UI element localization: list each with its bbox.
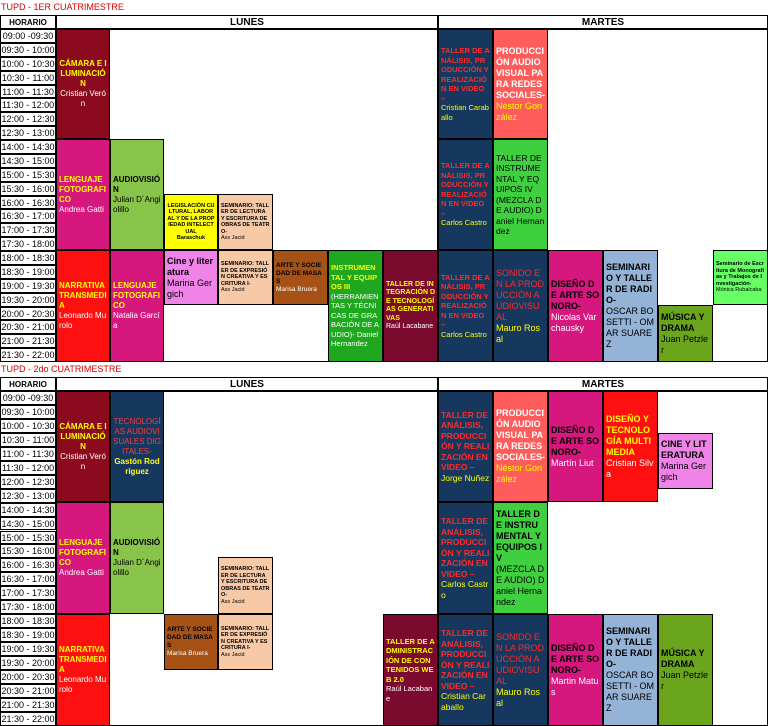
horario-header: HORARIO [0, 15, 56, 29]
class-block[interactable]: NARRATIVA TRANSMEDIA Leonardo Murolo [56, 250, 110, 362]
time-slot: 09:30 - 10:00 [0, 42, 56, 57]
day-header-martes: MARTES [438, 15, 768, 29]
class-block[interactable]: Cine y literatura Marina Gergich [164, 250, 218, 305]
class-block[interactable]: TALLER DE ANÁLISIS, PRODUCCIÓN Y REALIZA… [438, 502, 493, 614]
time-slot: 10:00 - 10:30 [0, 418, 56, 433]
class-block[interactable]: LENGUAJE FOTOGRAFICO Andrea Gatti [56, 502, 110, 614]
class-block[interactable]: TALLER DE ANÁLISIS, PRODUCCIÓN Y REALIZA… [438, 614, 493, 726]
time-slot: 18:00 - 18:30 [0, 251, 56, 265]
time-slot: 11:30 - 12:00 [0, 460, 56, 475]
time-slot: 15:30 - 16:00 [0, 181, 56, 196]
time-slot: 19:00 - 19:30 [0, 642, 56, 657]
class-block[interactable]: CÁMARA E ILUMINACIÓN Cristian Verón [56, 29, 110, 139]
class-block[interactable]: SONIDO EN LA PRODUCCIÓN AUDIOVISUAL Maur… [493, 614, 548, 726]
class-block[interactable]: ARTE Y SOCIEDAD DE MASAS Marisa Bruera [273, 250, 328, 305]
class-block[interactable]: INSTRUMENTAL Y EQUIPOS III (HERRAMIENTAS… [328, 250, 383, 362]
time-slot: 17:00 - 17:30 [0, 586, 56, 601]
class-block[interactable]: PRODUCCIÓN AUDIOVISUAL PARA REDES SOCIAL… [493, 391, 548, 502]
time-slot: 14:30 - 15:00 [0, 153, 56, 168]
class-block[interactable]: AUDIOVISIÓN Julian D´Angiolillo [110, 139, 164, 250]
class-block[interactable]: TALLER DE ANÁLISIS, PRODUCCIÓN Y REALIZA… [438, 250, 493, 362]
time-slot: 09:30 - 10:00 [0, 404, 56, 419]
class-block[interactable]: SEMINARIO: TALLER DE LECTURA Y ESCRITURA… [218, 557, 273, 614]
horario-header: HORARIO [0, 377, 56, 391]
time-slot: 15:30 - 16:00 [0, 544, 56, 559]
time-slot: 19:30 - 20:00 [0, 292, 56, 307]
time-slot: 14:30 - 15:00 [0, 516, 56, 531]
time-slot: 09:00 -09:30 [0, 391, 56, 405]
time-slot: 17:30 - 18:00 [0, 237, 56, 251]
day-header-lunes: LUNES [56, 377, 438, 391]
class-block[interactable]: SONIDO EN LA PRODUCCIÓN AUDIOVISUAL Maur… [493, 250, 548, 362]
time-slot: 21:00 - 21:30 [0, 697, 56, 712]
class-block[interactable]: TALLER DE ANÁLISIS, PRODUCCIÓN Y REALIZA… [438, 29, 493, 139]
time-slot: 14:00 - 14:30 [0, 140, 56, 154]
class-block[interactable]: CÁMARA E ILUMINACIÓN Cristian Verón [56, 391, 110, 502]
time-slot: 12:30 - 13:00 [0, 488, 56, 503]
time-slot: 15:00 - 15:30 [0, 530, 56, 545]
class-block[interactable]: MÚSICA Y DRAMA Juan Petzler [658, 305, 713, 362]
time-slot: 21:00 - 21:30 [0, 334, 56, 349]
time-slot: 20:30 - 21:00 [0, 320, 56, 335]
class-block[interactable]: LENGUAJE FOTOGRAFICO Natalia García [110, 250, 164, 362]
class-block[interactable]: LEGISLACIÓN CULTURAL, LABORAL Y DE LA PR… [164, 194, 218, 250]
time-slot: 19:30 - 20:00 [0, 656, 56, 670]
time-slot: 16:00 - 16:30 [0, 195, 56, 210]
class-block[interactable]: SEMINARIO: TALLER DE EXPRESIÓN CREATIVA … [218, 250, 273, 305]
class-block[interactable]: LENGUAJE FOTOGRAFICO Andrea Gatti [56, 139, 110, 250]
time-slot: 21:30 - 22:00 [0, 348, 56, 362]
time-slot: 15:00 - 15:30 [0, 167, 56, 182]
time-slot: 20:30 - 21:00 [0, 683, 56, 698]
time-slot: 20:00 - 20:30 [0, 670, 56, 684]
time-slot: 10:00 - 10:30 [0, 56, 56, 71]
class-block[interactable]: SEMINARIO Y TALLER DE RADIO- OSCAR BOSET… [603, 250, 658, 362]
class-block[interactable]: TALLER DE INSTRUMENTAL Y EQUIPOS IV (MEZ… [493, 139, 548, 250]
time-slot: 20:00 - 20:30 [0, 306, 56, 321]
class-block[interactable]: DISEÑO DE ARTE SONORO- Martin Matus [548, 614, 603, 726]
class-block[interactable]: SEMINARIO: TALLER DE LECTURA Y ESCRITURA… [218, 194, 273, 250]
time-slot: 10:30 - 11:00 [0, 432, 56, 447]
time-slot: 18:30 - 19:00 [0, 628, 56, 643]
time-slot: 17:00 - 17:30 [0, 223, 56, 238]
class-block[interactable]: DISEÑO Y TECNOLOGÍA MULTIMEDIA Cristian … [603, 391, 658, 502]
class-block[interactable]: DISEÑO DE ARTE SONORO- Martín Liut [548, 391, 603, 502]
class-block[interactable]: SEMINARIO: TALLER DE EXPRESIÓN CREATIVA … [218, 614, 273, 670]
time-slot: 21:30 - 22:00 [0, 711, 56, 726]
class-block[interactable]: SEMINARIO Y TALLER DE RADIO- OSCAR BOSET… [603, 614, 658, 726]
time-slot: 11:00 - 11:30 [0, 446, 56, 461]
time-slot: 17:30 - 18:00 [0, 600, 56, 615]
time-slot: 14:00 - 14:30 [0, 502, 56, 517]
time-slot: 18:30 - 19:00 [0, 264, 56, 279]
time-slot: 12:00 - 12:30 [0, 474, 56, 489]
class-block[interactable]: NARRATIVA TRANSMEDIA Leonardo Murolo [56, 614, 110, 726]
class-block[interactable]: AUDIOVISIÓN Julian D´Angiolillo [110, 502, 164, 614]
class-block[interactable]: PRODUCCIÓN AUDIOVISUAL PARA REDES SOCIAL… [493, 29, 548, 139]
day-header-lunes: LUNES [56, 15, 438, 29]
class-block[interactable]: TALLER DE ANÁLISIS, PRODUCCIÓN Y REALIZA… [438, 391, 493, 502]
time-slot: 09:00 -09:30 [0, 29, 56, 43]
time-slot: 10:30 - 11:00 [0, 70, 56, 85]
class-block[interactable]: CINE Y LITERATURA Marina Gergich [658, 433, 713, 489]
time-slot: 11:00 - 11:30 [0, 84, 56, 99]
class-block[interactable]: TALLER DE ANÁLISIS, PRODUCCIÓN Y REALIZA… [438, 139, 493, 250]
class-block[interactable]: TALLER DE INTEGRACIÓN DE TECNOLOGÍAS GEN… [383, 250, 438, 362]
class-block[interactable]: ARTE Y SOCIEDAD DE MASAS Marisa Bruera [164, 614, 218, 670]
time-slot: 16:30 - 17:00 [0, 572, 56, 587]
class-block[interactable]: TALLER DE INSTRUMENTAL Y EQUIPOS IV (MEZ… [493, 502, 548, 614]
class-block[interactable]: TECNOLOGÍAS AUDIOVISUALES DIGITALES- Gas… [110, 391, 164, 502]
class-block[interactable]: Seminario de Escritura de Monografías y … [713, 250, 768, 305]
class-block[interactable]: MÚSICA Y DRAMA Juan Petzler [658, 614, 713, 726]
time-slot: 19:00 - 19:30 [0, 278, 56, 293]
semester-title: TUPD - 1ER CUATRIMESTRE [1, 2, 124, 12]
time-slot: 12:00 - 12:30 [0, 112, 56, 127]
time-slot: 16:00 - 16:30 [0, 558, 56, 573]
day-header-martes: MARTES [438, 377, 768, 391]
time-slot: 16:30 - 17:00 [0, 209, 56, 224]
class-block[interactable]: DISEÑO DE ARTE SONORO- Nicolas Varchausk… [548, 250, 603, 362]
time-slot: 12:30 - 13:00 [0, 126, 56, 140]
semester-title: TUPD - 2do CUATRIMESTRE [1, 364, 122, 374]
time-slot: 11:30 - 12:00 [0, 98, 56, 113]
class-block[interactable]: TALLER DE ADMINISTRACIÓN DE CONTENIDOS W… [383, 614, 438, 726]
time-slot: 18:00 - 18:30 [0, 614, 56, 629]
